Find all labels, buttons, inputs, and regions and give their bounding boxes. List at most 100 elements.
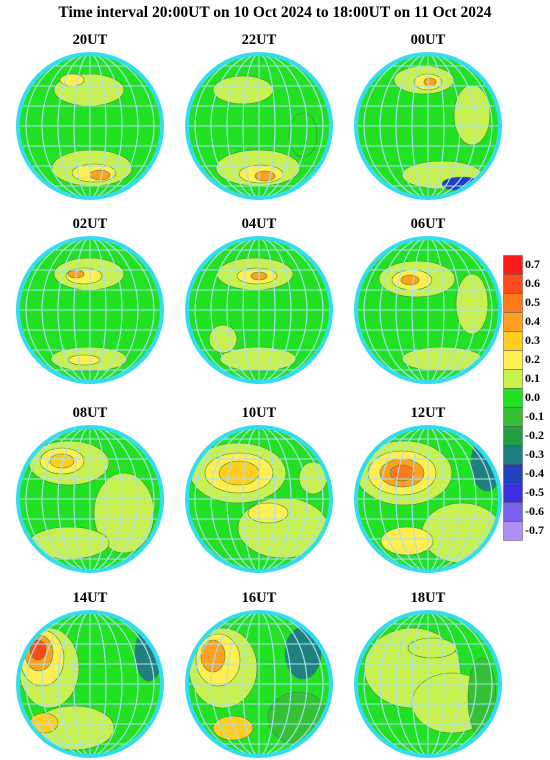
contour-region [254,170,276,182]
longitude-line [363,427,493,571]
longitude-line [57,54,123,198]
panel-time-label: 22UT [241,32,277,48]
globe-map [185,425,333,573]
panel-time-label: 20UT [72,32,108,48]
colorbar-label: 0.2 [525,352,540,366]
longitude-line [194,612,324,756]
colorbar-label: 0.4 [525,314,540,328]
longitude-line [411,612,445,756]
colorbar-label: -0.5 [525,485,544,499]
colorbar-label: -0.4 [525,466,544,480]
globe-map [354,425,502,573]
colorbar-label: 0.6 [525,276,540,290]
globe-map [185,610,333,758]
longitude-line [411,238,445,382]
globe-map [16,52,164,200]
colorbar-swatch [503,369,523,389]
contour-region [455,273,489,335]
panel-time-label: 18UT [410,590,446,606]
longitude-line [411,54,445,198]
longitude-line [379,54,477,198]
contour-region [288,112,318,158]
panel-time-label: 14UT [72,590,108,606]
globe-rim [185,425,333,573]
globe-rim [185,52,333,200]
contour-region [67,354,101,366]
colorbar-swatch [503,293,523,313]
longitude-line [242,612,276,756]
panel-time-label: 08UT [72,405,108,421]
panel-time-label: 04UT [241,216,277,232]
longitude-line [73,612,107,756]
colorbar-swatch [503,255,523,275]
globe-map [185,52,333,200]
contour-region [49,453,75,469]
longitude-line [194,54,324,198]
globe-map [354,610,502,758]
colorbar-label: -0.1 [525,409,544,423]
longitude-line [25,54,155,198]
longitude-line [226,427,292,571]
contour-region [453,84,491,146]
globe-map [185,236,333,384]
globe-rim [354,52,502,200]
globe-rim [16,52,164,200]
longitude-line [379,612,477,756]
colorbar-label: 0.7 [525,257,540,271]
globe-rim [354,610,502,758]
longitude-line [395,238,461,382]
longitude-line [25,612,155,756]
colorbar-label: 0.0 [525,390,540,404]
longitude-line [57,427,123,571]
longitude-line [41,427,139,571]
longitude-line [226,612,292,756]
globe-map [354,236,502,384]
globe-map [16,610,164,758]
globe-rim [16,610,164,758]
contour-region [380,526,434,556]
colorbar-label: -0.7 [525,523,544,537]
longitude-line [210,612,308,756]
globe-rim [16,236,164,384]
globe-rim [185,610,333,758]
globe-rim [185,236,333,384]
colorbar-swatches [503,255,523,541]
colorbar-label: 0.3 [525,333,540,347]
contour-region [208,324,238,354]
colorbar-swatch [503,502,523,522]
longitude-line [25,238,155,382]
panel-time-label: 02UT [72,216,108,232]
longitude-line [57,238,123,382]
globe-rim [354,425,502,573]
longitude-line [41,238,139,382]
longitude-line [41,54,139,198]
longitude-line [242,427,276,571]
longitude-line [41,612,139,756]
longitude-line [363,238,493,382]
colorbar-swatch [503,331,523,351]
colorbar-label: 0.5 [525,295,540,309]
panel-time-label: 00UT [410,32,446,48]
longitude-line [379,238,477,382]
colorbar-label: -0.2 [525,428,544,442]
panel-time-label: 16UT [241,590,277,606]
globe-map [16,236,164,384]
longitude-line [411,427,445,571]
longitude-line [363,612,493,756]
globe-map [354,52,502,200]
globe-rim [354,236,502,384]
colorbar-swatch [503,274,523,294]
contour-region [389,464,415,482]
contour-region [89,169,111,181]
figure-title: Time interval 20:00UT on 10 Oct 2024 to … [58,4,492,21]
longitude-line [210,427,308,571]
longitude-line [57,612,123,756]
contour-region [400,274,420,286]
longitude-line [210,238,308,382]
colorbar-swatch [503,350,523,370]
colorbar-swatch [503,312,523,332]
longitude-line [363,54,493,198]
colorbar-swatch [503,407,523,427]
longitude-line [226,238,292,382]
contour-region [219,346,297,372]
